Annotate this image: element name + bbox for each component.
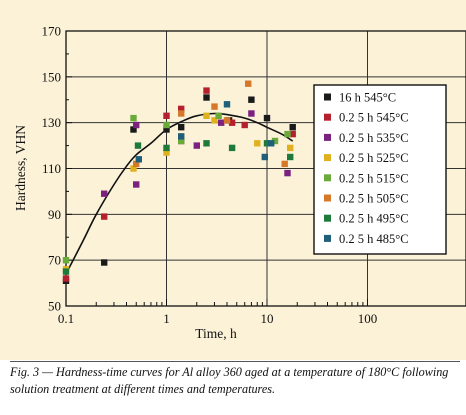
data-point <box>163 112 170 119</box>
data-point <box>211 103 218 110</box>
data-point <box>130 165 137 172</box>
data-point <box>261 153 268 161</box>
legend-swatch <box>324 214 331 222</box>
data-point <box>178 110 185 117</box>
data-point <box>287 144 294 152</box>
legend-swatch <box>324 133 331 141</box>
data-point <box>101 190 108 197</box>
data-point <box>263 140 271 147</box>
x-axis-label: Time, h <box>195 326 237 341</box>
legend-swatch <box>324 174 331 182</box>
legend-swatch <box>324 93 331 101</box>
data-point <box>263 114 271 122</box>
fit-curve-layer <box>65 112 294 275</box>
data-point <box>178 124 185 131</box>
data-point <box>203 140 210 147</box>
data-point <box>163 121 170 129</box>
data-point <box>268 140 275 147</box>
y-axis-label: Hardness, VHN <box>13 125 28 211</box>
data-point <box>163 149 170 156</box>
data-point <box>133 121 140 129</box>
legend-label: 0.2 5 h 535°C <box>339 131 409 145</box>
legend-swatch <box>324 113 331 121</box>
y-tick-label: 150 <box>42 69 62 84</box>
legend-swatch <box>324 234 331 242</box>
x-tick-label: 10 <box>261 311 274 326</box>
data-point <box>241 121 248 129</box>
data-point <box>62 268 70 275</box>
data-point <box>133 160 140 168</box>
x-tick-label: 0.1 <box>58 311 74 326</box>
data-point <box>248 110 255 117</box>
data-point <box>271 137 279 145</box>
data-point <box>134 142 142 149</box>
y-tick-label: 130 <box>42 115 62 130</box>
data-point <box>289 124 296 131</box>
data-point <box>289 130 296 138</box>
data-point <box>211 117 218 124</box>
figure-caption: Fig. 3 — Hardness-time curves for Al all… <box>10 365 449 396</box>
data-point <box>62 257 70 264</box>
figure-panel: 0.1 1 10 100 50 70 90 110 130 150 170 Time, h Hard… <box>0 0 466 360</box>
legend-box <box>313 84 447 255</box>
data-point <box>133 181 140 188</box>
fit-curve <box>65 112 294 275</box>
legend-label: 16 h 545°C <box>339 91 396 105</box>
data-point <box>130 114 137 122</box>
data-point <box>284 130 291 138</box>
caption-divider <box>10 361 460 362</box>
data-point <box>287 153 294 161</box>
data-point <box>193 142 200 149</box>
legend: 16 h 545°C 0.2 5 h 545°C 0.2 5 h 535°C 0.2 … <box>313 84 447 255</box>
data-point <box>228 119 236 126</box>
legend-swatch <box>324 194 331 202</box>
y-tick-label: 70 <box>48 253 61 268</box>
data-point <box>178 137 185 145</box>
data-point <box>281 160 288 168</box>
data-point <box>163 126 170 133</box>
data-point <box>163 144 170 152</box>
data-point <box>203 112 210 119</box>
y-tick-label: 110 <box>42 161 61 176</box>
data-point <box>284 169 291 177</box>
data-point <box>203 87 210 94</box>
legend-label: 0.2 5 h 485°C <box>339 232 409 246</box>
legend-label: 0.2 5 h 515°C <box>339 171 409 185</box>
x-tick-label: 100 <box>358 311 378 326</box>
data-point <box>248 96 255 103</box>
legend-label: 0.2 5 h 545°C <box>339 111 409 125</box>
legend-label: 0.2 5 h 495°C <box>339 212 409 226</box>
data-point <box>245 80 252 87</box>
data-point <box>130 126 137 133</box>
data-point <box>223 117 231 124</box>
legend-label: 0.2 5 h 505°C <box>339 192 409 206</box>
legend-label: 0.2 5 h 525°C <box>339 151 409 165</box>
legend-swatch <box>324 154 331 162</box>
y-tick-label: 170 <box>42 24 62 39</box>
x-tick-label: 1 <box>163 311 170 326</box>
data-point <box>215 112 222 119</box>
data-point <box>101 259 108 266</box>
data-point <box>254 140 261 147</box>
data-point <box>62 275 70 282</box>
data-points <box>62 80 296 284</box>
data-point <box>203 94 210 101</box>
data-point <box>218 119 225 126</box>
data-point <box>178 105 185 113</box>
data-point <box>101 213 108 220</box>
data-point <box>223 101 231 108</box>
y-tick-label: 90 <box>48 207 61 222</box>
data-point <box>135 156 142 163</box>
y-tick-label: 50 <box>48 299 61 314</box>
data-point <box>228 144 236 152</box>
data-point <box>178 133 185 140</box>
